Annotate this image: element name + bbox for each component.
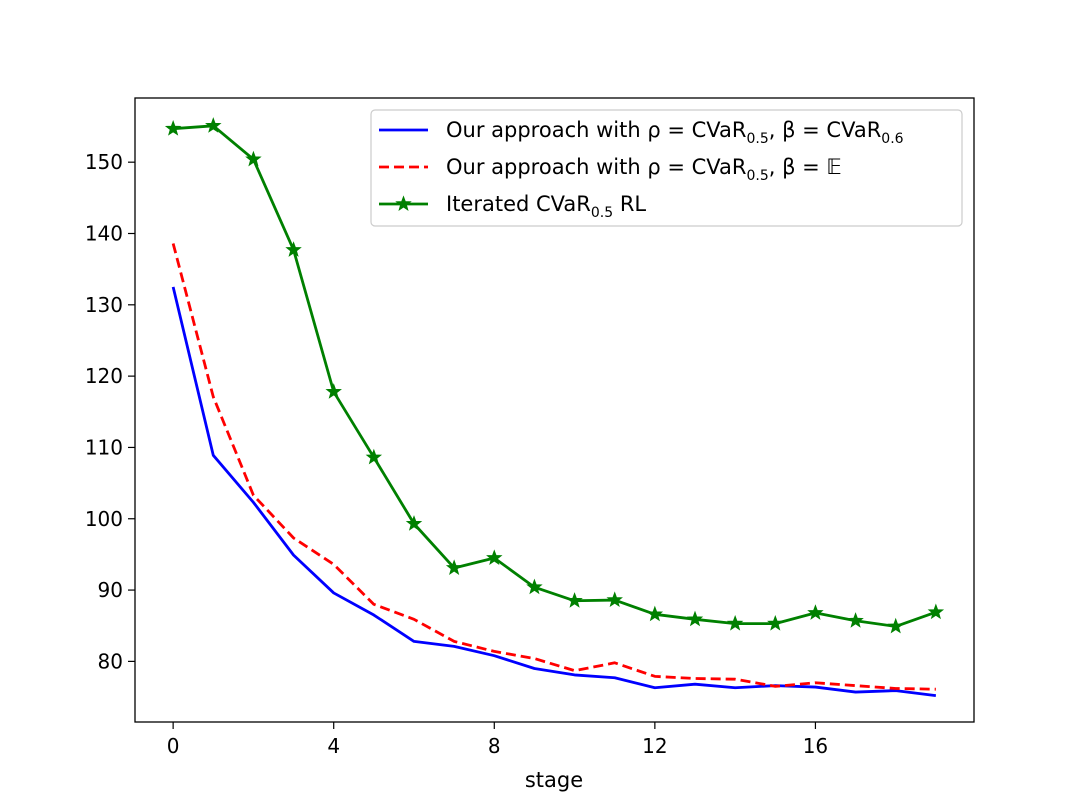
legend-subscript: 0.6 bbox=[881, 131, 903, 147]
data-point-star bbox=[245, 150, 262, 167]
legend-subscript: 0.5 bbox=[746, 131, 768, 147]
legend-text-part: , β = 𝔼 bbox=[769, 155, 842, 179]
y-axis-ticks: 80 90 100 110 120 130 140 150 bbox=[85, 150, 135, 673]
y-tick-label: 90 bbox=[98, 578, 123, 602]
legend: Our approach with ρ = CVaR0.5, β = CVaR0… bbox=[370, 109, 963, 227]
series-layer bbox=[164, 117, 945, 697]
y-tick-label: 120 bbox=[85, 364, 123, 388]
data-point-star bbox=[767, 614, 784, 631]
x-tick-label: 8 bbox=[488, 734, 501, 758]
legend-label-3: Iterated CVaR0.5 RL bbox=[446, 192, 646, 221]
data-point-star bbox=[726, 614, 744, 631]
data-point-star bbox=[285, 241, 302, 257]
data-point-star bbox=[486, 549, 503, 565]
y-tick-label: 110 bbox=[85, 435, 123, 459]
x-tick-label: 16 bbox=[803, 734, 828, 758]
x-tick-label: 4 bbox=[327, 734, 340, 758]
data-point-star bbox=[325, 383, 342, 399]
legend-label-2: Our approach with ρ = CVaR0.5, β = 𝔼 bbox=[446, 155, 842, 184]
legend-box bbox=[370, 109, 963, 227]
data-point-star bbox=[847, 612, 864, 628]
data-point-star bbox=[405, 515, 423, 531]
legend-text-part: , β = CVaR bbox=[769, 118, 882, 142]
legend-marker-star bbox=[395, 195, 412, 211]
y-tick-label: 130 bbox=[85, 293, 123, 317]
data-point-star bbox=[445, 559, 463, 575]
y-tick-label: 100 bbox=[85, 507, 123, 531]
data-point-star bbox=[646, 605, 664, 622]
legend-label-1: Our approach with ρ = CVaR0.5, β = CVaR0… bbox=[446, 118, 904, 147]
data-point-star bbox=[365, 448, 383, 465]
plot-area bbox=[134, 97, 975, 723]
legend-text-part: Our approach with ρ = CVaR bbox=[446, 118, 746, 142]
series-line-1 bbox=[171, 286, 937, 697]
data-point-star bbox=[927, 603, 945, 620]
legend-text-part: Iterated CVaR bbox=[446, 192, 591, 216]
data-point-star bbox=[807, 604, 824, 620]
x-axis-label: stage bbox=[525, 768, 583, 792]
legend-subscript: 0.5 bbox=[746, 168, 768, 184]
y-tick-label: 140 bbox=[85, 221, 123, 245]
data-point-star bbox=[526, 578, 543, 595]
data-point-star bbox=[164, 120, 182, 136]
x-axis-ticks: 0 4 8 12 16 bbox=[167, 722, 828, 758]
data-point-star bbox=[606, 591, 623, 608]
series-line-3 bbox=[173, 124, 937, 628]
data-point-star bbox=[566, 592, 583, 608]
x-tick-label: 0 bbox=[167, 734, 180, 758]
legend-text-part: Our approach with ρ = CVaR bbox=[446, 155, 746, 179]
y-tick-label: 80 bbox=[98, 649, 123, 673]
legend-subscript: 0.5 bbox=[591, 205, 613, 221]
data-point-star bbox=[205, 117, 222, 133]
x-tick-label: 12 bbox=[642, 734, 667, 758]
y-tick-label: 150 bbox=[85, 150, 123, 174]
series-line-2 bbox=[171, 243, 936, 691]
axes-frame bbox=[134, 97, 975, 723]
data-point-star bbox=[686, 610, 704, 627]
legend-text-part: RL bbox=[613, 192, 646, 216]
data-point-star bbox=[887, 617, 904, 634]
